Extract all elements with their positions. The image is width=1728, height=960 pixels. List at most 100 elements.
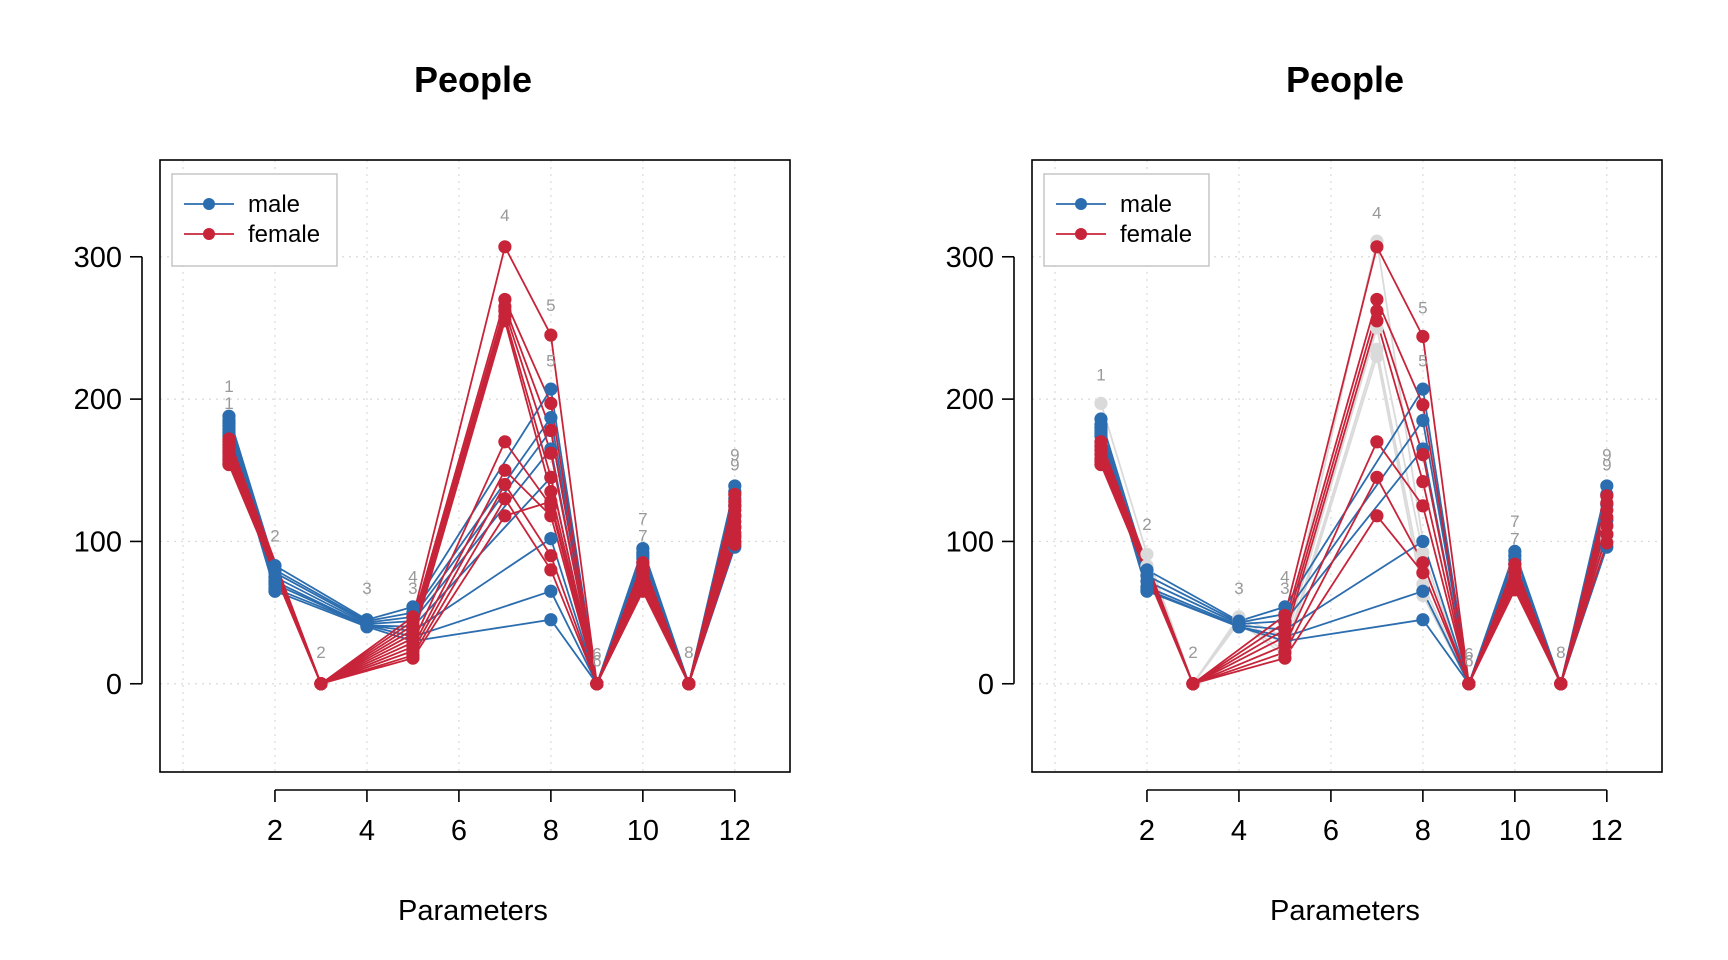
legend-box [171,173,338,267]
point-label: 8 [684,643,693,662]
point-label: 7 [638,509,647,528]
data-point-female [498,463,512,477]
point-label: 9 [730,455,739,474]
data-point-male [544,584,558,598]
point-label: 5 [546,296,555,315]
data-point-female [498,314,512,328]
data-point-female [1370,509,1384,523]
point-label: 5 [546,351,555,370]
series-line-female [228,315,736,685]
data-point-female [1370,435,1384,449]
y-tick-label: 300 [946,242,994,274]
legend-label-female: female [248,221,320,248]
legend-marker-male [1075,198,1087,210]
x-axis-label: Parameters [398,895,548,927]
point-label: 7 [1510,512,1519,531]
chart-title: People [414,59,532,100]
data-point-female [544,563,558,577]
data-point-female [544,509,558,523]
data-point-female [1462,677,1476,691]
x-tick-label: 2 [1139,815,1155,847]
data-point-male [1416,584,1430,598]
point-label: 7 [1510,529,1519,548]
data-point-female [544,485,558,499]
data-point-male [1416,413,1430,428]
legend-label-male: male [248,191,300,218]
legend-box [1043,173,1210,267]
data-point-female [1370,240,1384,254]
data-point-female [1370,470,1384,484]
x-tick-label: 8 [1415,815,1431,847]
legend-marker-male [203,198,215,210]
y-tick-label: 200 [74,384,122,416]
data-point-female [590,677,604,691]
point-label: 1 [224,394,233,413]
x-tick-label: 8 [543,815,559,847]
point-label: 3 [408,579,417,598]
point-label: 4 [500,206,509,225]
legend-label-female: female [1120,221,1192,248]
point-label: 3 [1234,579,1243,598]
x-tick-label: 6 [1323,815,1339,847]
legend: male female [171,173,338,267]
data-point-male [544,382,558,396]
x-tick-label: 10 [627,815,659,847]
data-point-female [1370,292,1384,307]
data-point-female [498,435,512,449]
series-line-female [1100,461,1608,685]
data-point-female [544,446,558,460]
series-line-female [228,319,736,685]
point-label: 9 [1602,445,1611,464]
data-point-female [498,477,512,492]
data-point-female [498,509,512,523]
point-label: 2 [316,643,325,662]
data-point-female [544,423,558,438]
point-label: 7 [638,526,647,545]
legend: male female [1043,173,1210,267]
data-point-female [544,396,558,410]
point-label: 5 [1418,351,1427,370]
data-point-female [498,492,512,506]
point-label: 3 [1280,579,1289,598]
data-point-reference [1370,349,1384,364]
point-label: 2 [270,526,279,545]
data-point-female [1416,329,1430,344]
x-tick-label: 12 [1591,815,1623,847]
data-point-female [636,584,650,598]
point-label: 6 [592,645,601,664]
data-point-male [544,613,558,627]
data-point-female [544,494,558,509]
y-tick-label: 100 [74,526,122,558]
data-point-female [222,457,236,472]
series-line-female [1100,319,1608,685]
point-label: 6 [1464,652,1473,671]
x-axis-label: Parameters [1270,895,1420,927]
data-point-male [1416,382,1430,396]
y-tick-label: 0 [106,669,122,701]
data-point-reference [1094,396,1108,410]
data-point-male [544,411,558,425]
data-point-female [1278,651,1292,665]
data-point-male [544,531,558,546]
point-label: 4 [408,568,417,587]
data-point-female [1508,583,1522,597]
point-label: 1 [224,377,233,396]
data-point-female [1416,556,1430,570]
point-label: 3 [362,579,371,598]
point-label: 2 [1188,643,1197,662]
data-point-reference [1140,547,1154,561]
y-tick-label: 200 [946,384,994,416]
data-point-female [544,470,558,484]
data-point-female [1416,448,1430,462]
data-point-female [1416,499,1430,513]
series-line-female [228,305,736,685]
legend-marker-female [1075,228,1087,240]
legend-label-male: male [1120,191,1172,218]
data-point-male [1140,584,1154,598]
